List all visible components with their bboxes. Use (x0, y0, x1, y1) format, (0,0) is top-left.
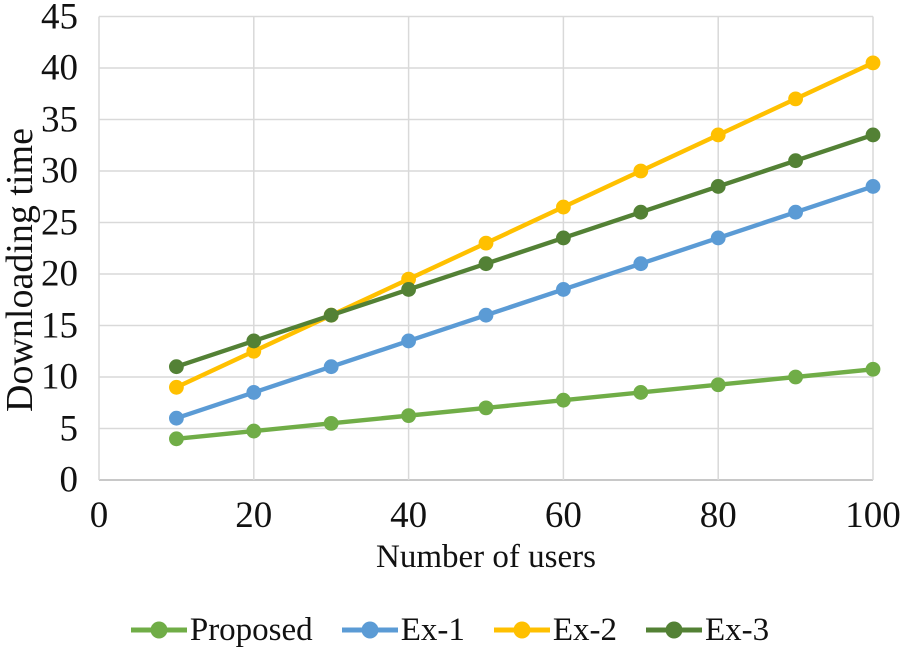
legend: Proposed Ex-1 Ex-2 Ex-3 (0, 608, 900, 652)
data-point-ex-2 (401, 271, 416, 287)
data-point-ex-2 (865, 55, 881, 71)
legend-item-ex-2: Ex-2 (493, 611, 617, 648)
x-tick-label: 40 (390, 495, 428, 536)
data-point-ex-3 (556, 230, 571, 246)
data-point-proposed (246, 423, 262, 439)
x-tick-label: 60 (544, 495, 582, 536)
x-tick-label: 0 (89, 495, 109, 536)
y-tick-label: 25 (41, 202, 78, 243)
legend-label: Ex-2 (552, 611, 617, 648)
x-tick-label: 20 (235, 495, 273, 536)
data-point-ex-3 (865, 127, 881, 143)
legend-label: Ex-3 (705, 611, 770, 648)
series-line-ex-2 (174, 60, 876, 390)
data-point-proposed (633, 385, 649, 400)
data-point-proposed (865, 361, 881, 377)
data-point-ex-3 (478, 256, 494, 272)
data-point-ex-1 (323, 359, 339, 375)
x-tick-label: 100 (845, 495, 900, 536)
y-tick-label: 15 (41, 305, 78, 346)
data-point-ex-3 (710, 179, 726, 194)
y-tick-label: 40 (41, 47, 78, 89)
data-point-ex-1 (246, 385, 262, 400)
y-tick-label: 45 (41, 0, 78, 37)
data-point-ex-1 (401, 333, 416, 349)
legend-label: Proposed (189, 611, 313, 648)
data-point-ex-2 (556, 199, 571, 215)
series-line-proposed (174, 367, 876, 441)
data-point-proposed (169, 431, 184, 447)
legend-line-marker-icon (341, 621, 398, 639)
legend-line-marker-icon (493, 621, 550, 639)
data-point-ex-2 (710, 127, 726, 143)
data-point-ex-2 (169, 379, 184, 395)
legend-label: Ex-1 (400, 611, 465, 648)
data-point-proposed (478, 400, 494, 416)
data-point-ex-1 (633, 256, 649, 272)
y-axis-title: Downloading time (0, 128, 41, 412)
data-point-ex-1 (556, 282, 571, 297)
x-axis-title: Number of users (376, 539, 596, 575)
data-point-ex-1 (478, 307, 494, 323)
data-point-ex-3 (246, 333, 262, 349)
y-tick-label: 5 (59, 408, 79, 449)
data-point-proposed (788, 369, 803, 385)
data-point-proposed (710, 377, 726, 393)
series-line-ex-3 (174, 132, 876, 369)
plot-area (98, 15, 881, 481)
data-point-proposed (401, 408, 416, 424)
data-point-ex-3 (633, 204, 649, 220)
data-point-ex-3 (323, 307, 339, 323)
data-point-ex-2 (788, 91, 803, 107)
y-tick-label: 35 (41, 99, 78, 140)
data-point-proposed (556, 392, 571, 408)
data-point-ex-3 (401, 282, 416, 297)
y-tick-label: 30 (41, 150, 78, 192)
legend-item-ex-1: Ex-1 (341, 611, 465, 648)
y-tick-label: 10 (41, 356, 78, 398)
series-line-ex-1 (174, 184, 876, 421)
data-point-ex-2 (478, 235, 494, 251)
legend-item-proposed: Proposed (130, 611, 313, 648)
legend-item-ex-3: Ex-3 (646, 611, 770, 648)
y-tick-label: 0 (59, 459, 79, 501)
data-point-ex-1 (169, 410, 184, 426)
data-point-ex-1 (865, 179, 881, 194)
data-point-proposed (323, 415, 339, 431)
y-tick-label: 20 (41, 253, 78, 295)
data-point-ex-1 (788, 204, 803, 220)
data-point-ex-1 (710, 230, 726, 246)
data-point-ex-2 (246, 343, 262, 359)
data-point-ex-2 (633, 163, 649, 179)
data-point-ex-3 (788, 153, 803, 169)
x-tick-label: 80 (699, 495, 737, 536)
legend-line-marker-icon (646, 621, 702, 639)
data-point-ex-3 (169, 359, 184, 375)
legend-line-marker-icon (130, 621, 187, 639)
